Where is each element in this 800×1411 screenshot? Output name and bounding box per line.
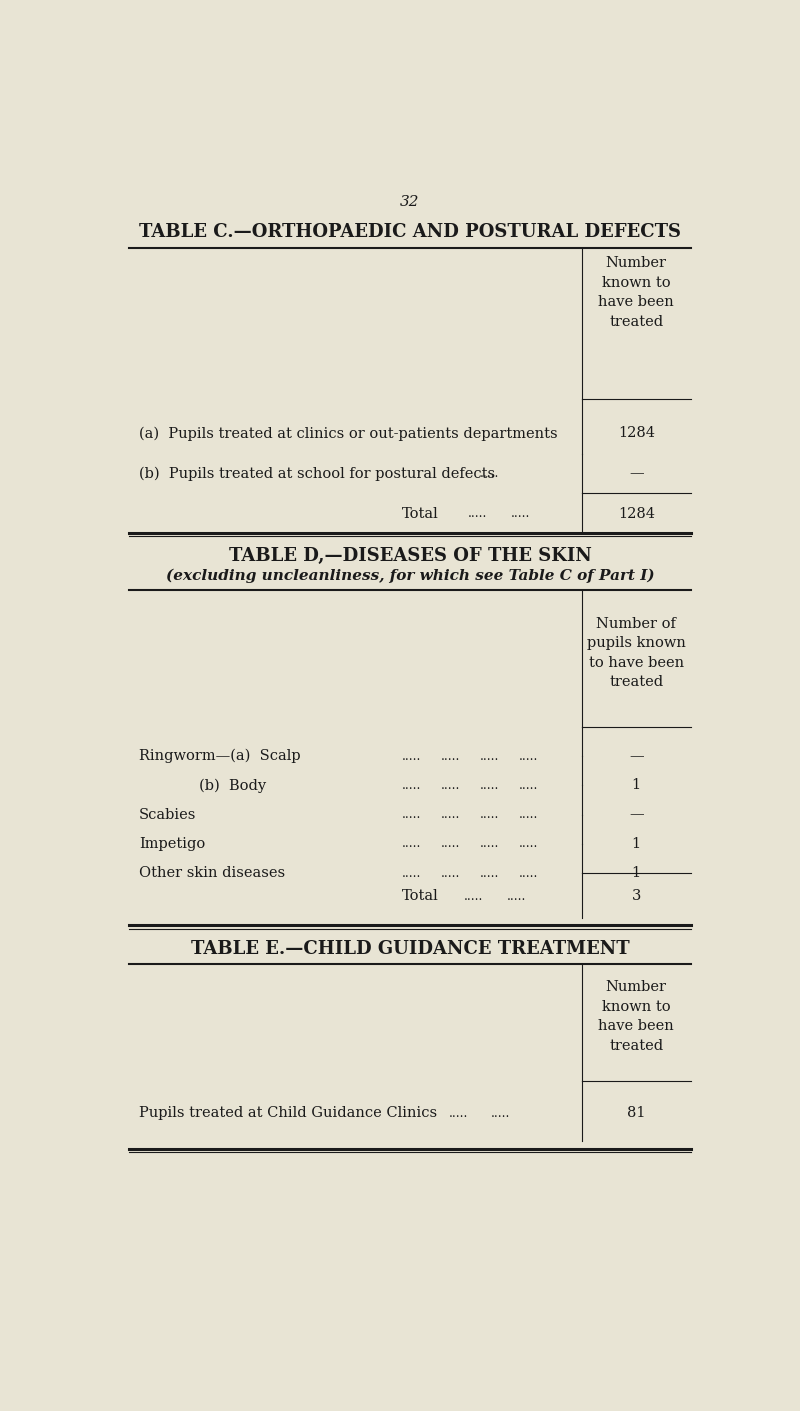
Text: (a)  Pupils treated at clinics or out-patients departments: (a) Pupils treated at clinics or out-pat… [138, 426, 558, 440]
Text: Impetigo: Impetigo [138, 837, 205, 851]
Text: .....: ..... [507, 890, 526, 903]
Text: Ringworm—(a)  Scalp: Ringworm—(a) Scalp [138, 749, 300, 763]
Text: (b)  Pupils treated at school for postural defects: (b) Pupils treated at school for postura… [138, 466, 495, 481]
Text: .....: ..... [441, 749, 460, 762]
Text: TABLE E.—CHILD GUIDANCE TREATMENT: TABLE E.—CHILD GUIDANCE TREATMENT [190, 940, 630, 958]
Text: —: — [629, 807, 644, 821]
Text: Total: Total [402, 507, 439, 521]
Text: .....: ..... [441, 779, 460, 792]
Text: .....: ..... [441, 837, 460, 851]
Text: .....: ..... [480, 467, 499, 480]
Text: .....: ..... [402, 779, 422, 792]
Text: 3: 3 [632, 889, 641, 903]
Text: Number
known to
have been
treated: Number known to have been treated [598, 981, 674, 1053]
Text: .....: ..... [518, 866, 538, 879]
Text: Pupils treated at Child Guidance Clinics: Pupils treated at Child Guidance Clinics [138, 1106, 437, 1120]
Text: .....: ..... [402, 749, 422, 762]
Text: 1284: 1284 [618, 426, 655, 440]
Text: 1: 1 [632, 866, 641, 880]
Text: .....: ..... [464, 890, 484, 903]
Text: Number of
pupils known
to have been
treated: Number of pupils known to have been trea… [587, 617, 686, 689]
Text: Number
known to
have been
treated: Number known to have been treated [598, 257, 674, 329]
Text: Other skin diseases: Other skin diseases [138, 866, 285, 880]
Text: 81: 81 [627, 1106, 646, 1120]
Text: .....: ..... [480, 866, 499, 879]
Text: Scabies: Scabies [138, 807, 196, 821]
Text: (b)  Body: (b) Body [138, 777, 266, 793]
Text: .....: ..... [491, 1106, 510, 1120]
Text: —: — [629, 749, 644, 763]
Text: .....: ..... [480, 749, 499, 762]
Text: .....: ..... [402, 809, 422, 821]
Text: .....: ..... [402, 866, 422, 879]
Text: .....: ..... [518, 749, 538, 762]
Text: (excluding uncleanliness, for which see Table C of Part I): (excluding uncleanliness, for which see … [166, 569, 654, 583]
Text: .....: ..... [468, 507, 487, 521]
Text: .....: ..... [402, 837, 422, 851]
Text: .....: ..... [518, 809, 538, 821]
Text: .....: ..... [449, 1106, 468, 1120]
Text: .....: ..... [510, 507, 530, 521]
Text: TABLE C.—ORTHOPAEDIC AND POSTURAL DEFECTS: TABLE C.—ORTHOPAEDIC AND POSTURAL DEFECT… [139, 223, 681, 241]
Text: .....: ..... [441, 866, 460, 879]
Text: Total: Total [402, 889, 439, 903]
Text: .....: ..... [480, 779, 499, 792]
Text: .....: ..... [480, 837, 499, 851]
Text: .....: ..... [480, 809, 499, 821]
Text: 1: 1 [632, 837, 641, 851]
Text: 32: 32 [400, 195, 420, 209]
Text: .....: ..... [518, 837, 538, 851]
Text: .....: ..... [518, 779, 538, 792]
Text: TABLE D,—DISEASES OF THE SKIN: TABLE D,—DISEASES OF THE SKIN [229, 547, 591, 564]
Text: 1: 1 [632, 779, 641, 793]
Text: .....: ..... [441, 809, 460, 821]
Text: —: — [629, 467, 644, 481]
Text: 1284: 1284 [618, 507, 655, 521]
